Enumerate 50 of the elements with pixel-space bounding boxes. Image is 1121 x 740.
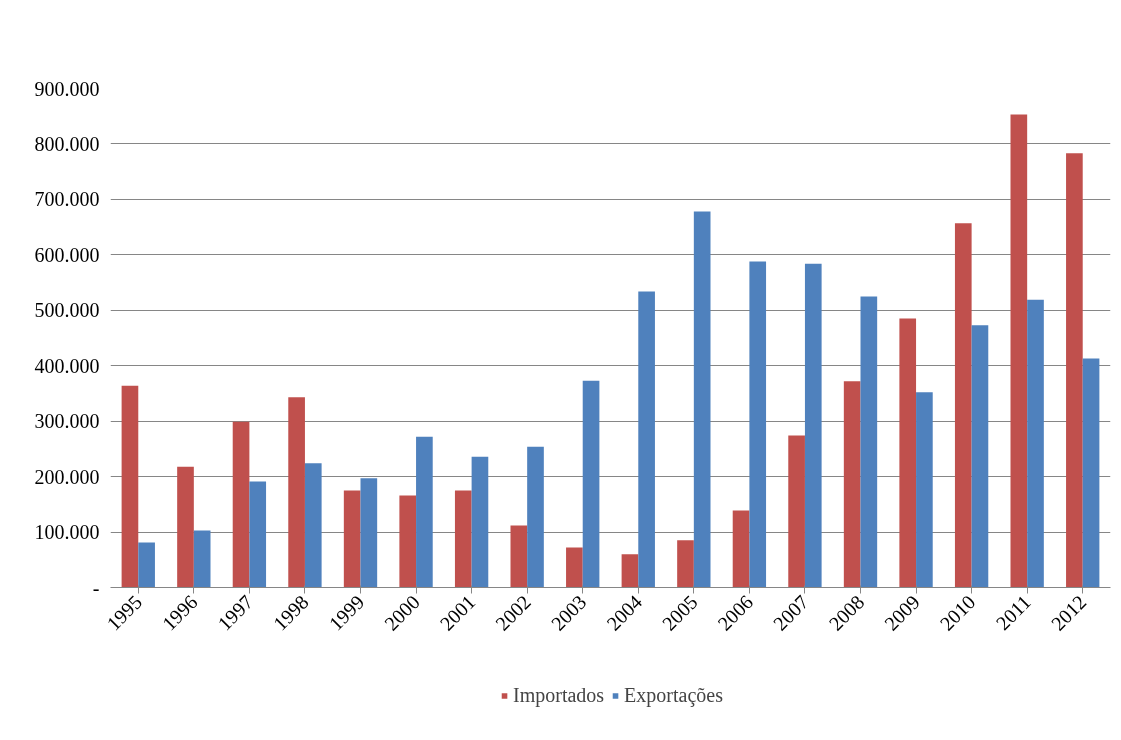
bar <box>249 481 267 588</box>
bar <box>749 261 767 588</box>
bar <box>582 380 600 588</box>
bar <box>288 397 305 588</box>
bar <box>621 554 639 588</box>
y-tick-label: 100.000 <box>34 521 100 544</box>
bar <box>804 263 822 588</box>
bar <box>1027 299 1044 588</box>
legend-label: Importados <box>513 683 605 707</box>
bar <box>971 325 989 588</box>
bar <box>304 463 322 588</box>
y-tick-label: 200.000 <box>34 465 100 488</box>
y-tick-label: 500.000 <box>34 299 100 322</box>
y-tick-label: 700.000 <box>34 188 100 211</box>
y-tick-label: 800.000 <box>34 132 100 155</box>
y-tick-label: 300.000 <box>34 410 100 433</box>
bar <box>121 385 139 588</box>
bar <box>527 446 544 588</box>
bar <box>510 525 528 588</box>
bar <box>566 547 583 588</box>
bar <box>916 392 933 588</box>
bar <box>177 466 194 588</box>
bar <box>193 530 211 588</box>
y-tick-label: - <box>92 576 100 599</box>
bar <box>638 291 655 588</box>
bar <box>1066 153 1083 588</box>
bar <box>416 436 433 588</box>
bar <box>1082 358 1100 588</box>
bar <box>732 510 750 588</box>
bar <box>677 540 694 588</box>
bar <box>843 381 861 588</box>
legend-label: Exportações <box>624 683 723 707</box>
bar <box>343 490 361 588</box>
x-tick-label: 2001 <box>435 590 480 635</box>
y-tick-label: 400.000 <box>34 354 100 377</box>
bar <box>899 318 917 588</box>
x-tick-label: 2011 <box>991 590 1035 635</box>
bar <box>954 223 972 588</box>
bar <box>138 542 155 588</box>
bar <box>788 435 805 588</box>
bar <box>471 456 489 588</box>
bar <box>454 490 472 588</box>
bar <box>399 495 417 588</box>
bar <box>232 421 250 588</box>
y-tick-label: 600.000 <box>34 243 100 266</box>
bar <box>1010 114 1028 588</box>
bar <box>693 211 711 588</box>
y-tick-label: 900.000 <box>34 77 100 100</box>
bar <box>360 478 378 588</box>
bar <box>860 296 878 588</box>
